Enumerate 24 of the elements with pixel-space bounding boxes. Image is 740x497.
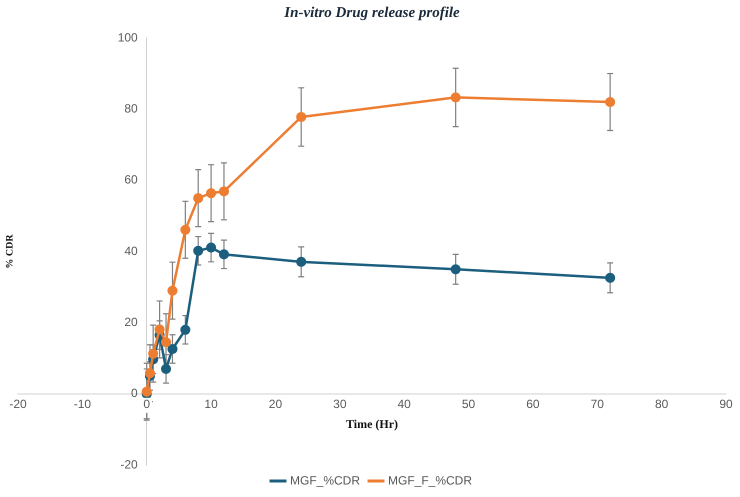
y-tick-label: -20	[120, 457, 138, 472]
y-tick-label: 100	[118, 30, 138, 44]
x-tick-label: 20	[268, 397, 282, 412]
x-tick-label: 30	[333, 397, 347, 412]
x-tick-label: 60	[526, 397, 540, 412]
x-tick-label: 10	[204, 397, 218, 412]
legend-label: MGF_%CDR	[290, 473, 360, 488]
x-tick-label: -10	[74, 397, 92, 412]
legend-label: MGF_F_%CDR	[388, 473, 472, 488]
x-tick-label: 70	[590, 397, 604, 412]
x-tick-label: 90	[719, 397, 733, 412]
y-tick-label: 40	[124, 244, 138, 258]
x-tick-label: -20	[9, 397, 27, 412]
x-tick-label: 50	[462, 397, 476, 412]
y-tick-label: 20	[124, 314, 138, 329]
y-axis-title: % CDR	[4, 234, 16, 269]
x-tick-label: 80	[654, 397, 669, 412]
y-tick-label: 80	[124, 101, 138, 116]
x-tick-label: 0	[143, 397, 150, 412]
y-tick-label: 0	[131, 386, 138, 400]
x-axis-title: Time (Hr)	[346, 417, 398, 432]
chart-title: In-vitro Drug release profile	[283, 4, 460, 21]
x-tick-label: 40	[398, 397, 412, 412]
y-tick-label: 60	[124, 172, 138, 187]
